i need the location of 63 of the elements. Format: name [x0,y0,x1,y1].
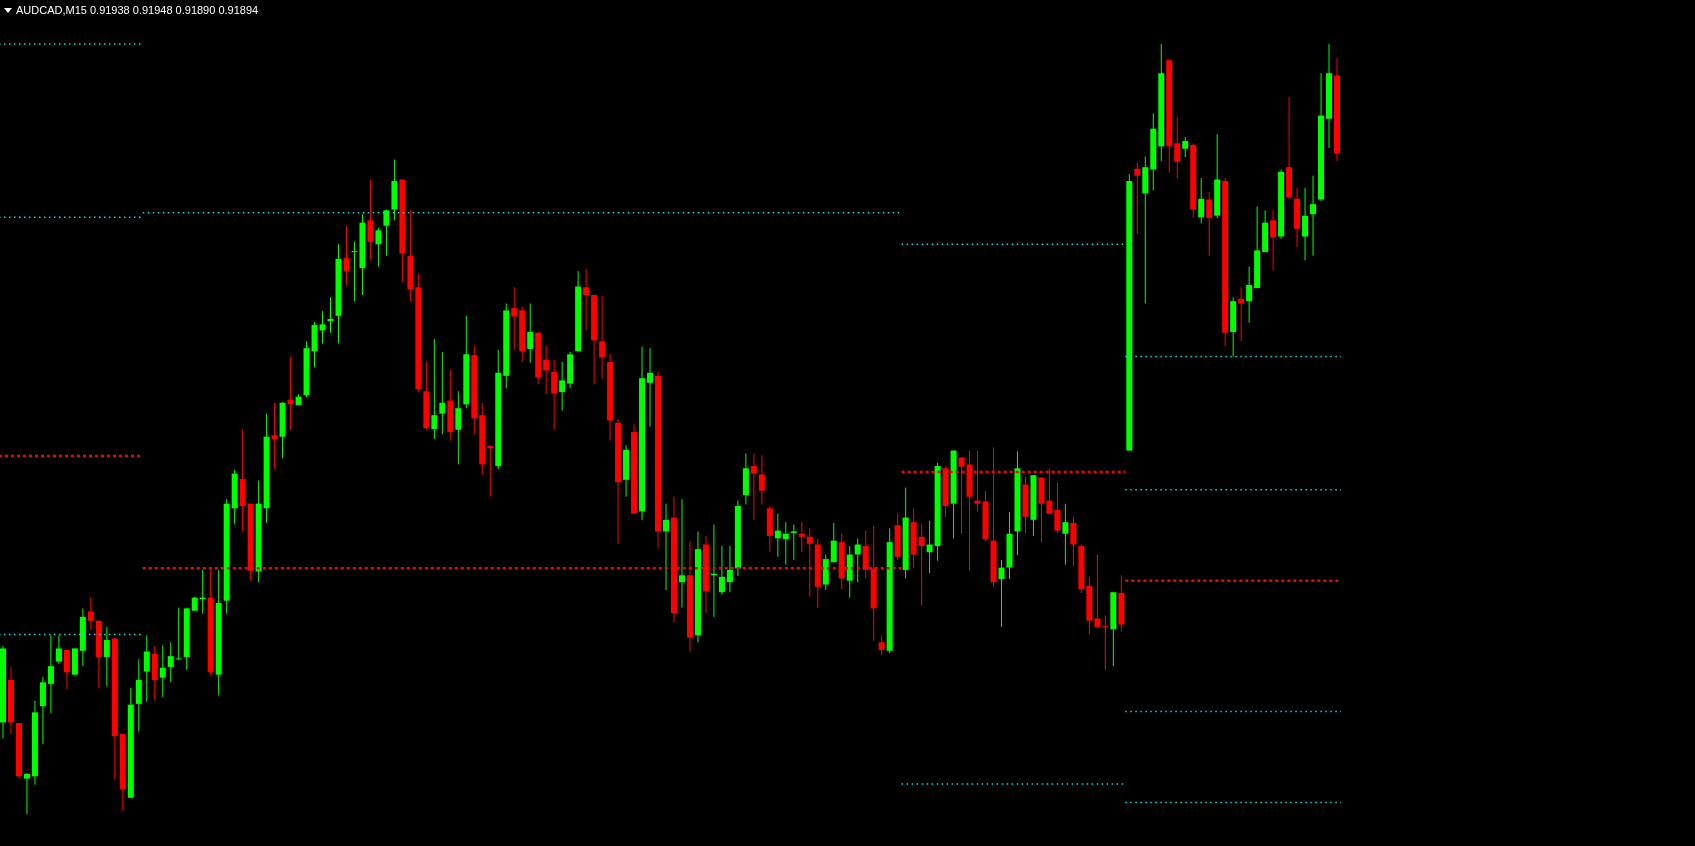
candlestick [1182,136,1189,158]
chart-title: AUDCAD,M15 0.91938 0.91948 0.91890 0.91894 [16,4,259,16]
candlestick [583,268,590,331]
candlestick [1062,503,1069,566]
candlestick [527,302,534,364]
candlestick [63,649,70,690]
candlestick [1310,175,1317,257]
candlestick [87,596,94,631]
candlestick [23,772,30,815]
candlestick [782,521,789,566]
candlestick [1102,614,1109,671]
candlestick [559,361,566,412]
candlestick [1070,516,1077,567]
candlestick [1246,266,1253,324]
candlestick [998,559,1005,628]
candlestick [367,179,374,261]
candlestick [774,513,781,558]
candlestick [175,607,182,660]
candlestick [1134,162,1141,235]
candlestick [678,498,685,609]
candlestick [1270,209,1277,271]
candlestick [455,390,462,465]
candlestick [143,634,150,703]
candlestick [383,209,390,257]
candlestick [103,626,110,687]
candlestick [726,545,733,593]
candlestick [1302,187,1309,261]
candlestick [375,227,382,268]
candlestick [47,634,54,714]
candlestick [918,523,925,606]
candlestick [511,286,518,351]
candlestick [647,347,654,428]
candlestick [830,522,837,563]
candlestick [854,537,861,583]
candlestick [1094,554,1101,629]
candlestick [159,644,166,698]
candlestick [543,345,550,395]
candlestick [351,241,358,302]
candlestick [750,453,757,521]
candlestick [878,634,885,656]
candlestick [135,658,142,733]
candlestick [1206,191,1213,257]
candlestick [926,520,933,574]
candlestick [431,338,438,440]
candlestick [343,225,350,286]
candlestick [758,454,765,505]
candlestick [599,295,606,380]
candlestick [862,530,869,579]
candlestick [439,351,446,435]
candlestick [1054,481,1061,534]
candlestick [167,641,174,683]
candlestick [1046,468,1053,515]
candlestick [39,676,46,745]
candlestick [790,523,797,561]
candlestick [55,634,62,665]
candlestick [663,503,669,591]
candlestick [718,545,725,596]
candlestick [1174,115,1181,179]
candlestick [271,402,278,470]
candlestick [319,310,326,345]
candlestick [1198,177,1205,224]
candlestick [551,359,558,431]
candlestick [798,521,805,553]
